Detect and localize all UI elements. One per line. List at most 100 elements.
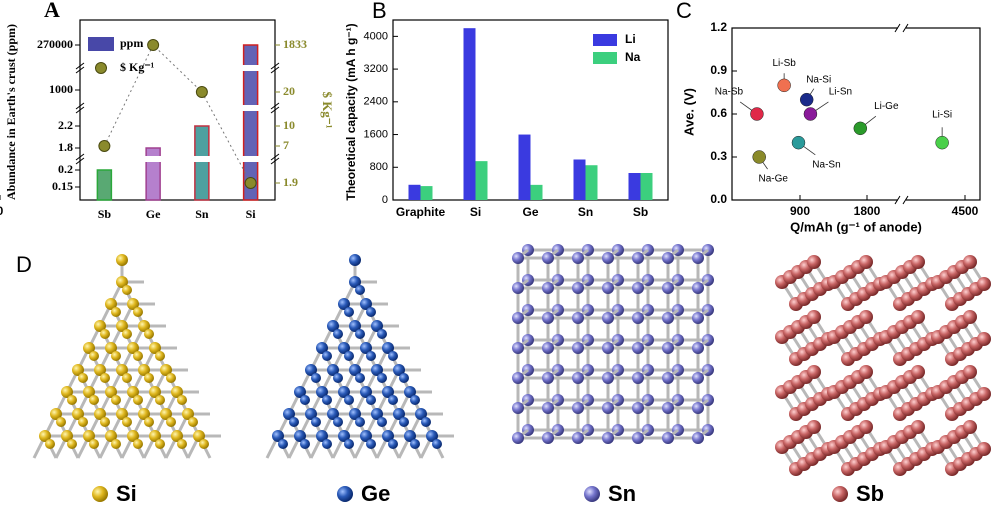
atom <box>344 351 354 361</box>
y-tick-label: 1600 <box>364 128 388 140</box>
atom <box>338 298 350 310</box>
atom <box>294 430 306 442</box>
atom <box>692 252 704 264</box>
atom <box>366 439 376 449</box>
atom <box>692 402 704 414</box>
atom <box>94 408 106 420</box>
atom <box>662 342 674 354</box>
atom <box>45 439 55 449</box>
atom <box>632 342 644 354</box>
atom <box>127 386 139 398</box>
point <box>752 150 766 164</box>
y-axis-label: Theoretical capacity (mA h g⁻¹) <box>344 23 358 200</box>
bar <box>145 147 161 201</box>
bar <box>585 165 598 200</box>
atom <box>89 439 99 449</box>
atom <box>100 373 110 383</box>
x-tick-label: 0 <box>0 204 4 218</box>
point <box>799 92 814 107</box>
atom <box>632 252 644 264</box>
atom <box>50 408 62 420</box>
atom <box>149 342 161 354</box>
legend-label: Li <box>625 32 636 46</box>
atom <box>111 307 121 317</box>
atom <box>67 439 77 449</box>
atom <box>911 310 925 324</box>
atom <box>272 430 284 442</box>
atom <box>542 252 554 264</box>
atom <box>512 252 524 264</box>
atom <box>602 432 614 444</box>
atom <box>327 408 339 420</box>
atom <box>410 395 420 405</box>
atom <box>289 417 299 427</box>
atom <box>327 320 339 332</box>
atom <box>133 307 143 317</box>
point-label: Na-Si <box>806 74 831 85</box>
bar <box>408 184 421 200</box>
y-tick-label: 0.15 <box>52 179 73 193</box>
bar <box>530 184 543 200</box>
atom <box>160 408 172 420</box>
atom <box>111 395 121 405</box>
atom <box>94 364 106 376</box>
atom <box>512 432 524 444</box>
atom <box>977 277 991 291</box>
atom <box>859 365 873 379</box>
price-dot <box>147 39 160 51</box>
atom <box>963 365 977 379</box>
atom <box>542 402 554 414</box>
atom <box>807 310 821 324</box>
atom <box>61 430 73 442</box>
point-label: Li-Ge <box>874 101 899 112</box>
y2-tick-label: 10 <box>283 118 295 132</box>
structure-label: Sb <box>856 481 884 506</box>
atom <box>89 395 99 405</box>
legend-swatch <box>593 52 617 64</box>
panel-b: B 0 800 1600 2400 3200 4000 Theoretical capacit… <box>344 0 669 219</box>
atom <box>963 310 977 324</box>
atom <box>72 408 84 420</box>
atom <box>807 420 821 434</box>
atom <box>149 386 161 398</box>
break-mark <box>75 62 280 74</box>
atom <box>155 351 165 361</box>
atom <box>371 320 383 332</box>
atom <box>371 408 383 420</box>
y2-tick-label: 20 <box>283 84 295 98</box>
point-label: Na-Ge <box>758 174 788 185</box>
atom <box>72 364 84 376</box>
atom <box>692 342 704 354</box>
atom <box>382 430 394 442</box>
point <box>935 135 949 150</box>
y-tick-label: 2400 <box>364 96 388 108</box>
atom <box>105 298 117 310</box>
bar <box>96 169 113 201</box>
price-dot <box>195 86 208 98</box>
atom <box>404 386 416 398</box>
y-tick-label: 0.6 <box>710 106 727 120</box>
bar <box>628 173 641 200</box>
atom <box>512 312 524 324</box>
atom <box>116 408 128 420</box>
axis-break <box>898 24 906 32</box>
atom <box>662 282 674 294</box>
atom <box>602 402 614 414</box>
panel-c: C 0.0 0.3 0.6 0.9 1.2 0 900 1800 4500 Q/mAh (g⁻¹ o… <box>0 0 981 234</box>
point <box>853 121 868 136</box>
break-mark <box>75 102 280 114</box>
point-label: Na-Sn <box>812 159 840 170</box>
atom <box>344 439 354 449</box>
y-tick-label: 1.2 <box>710 20 727 34</box>
atom <box>100 329 110 339</box>
atom <box>316 430 328 442</box>
atom <box>111 439 121 449</box>
point-label: Na-Sb <box>715 87 744 98</box>
x-tick-label: 4500 <box>952 204 979 218</box>
x-tick-label: Sb <box>98 207 112 221</box>
atom <box>193 430 205 442</box>
atom <box>393 364 405 376</box>
x-tick-label: Sn <box>578 205 593 219</box>
atom <box>83 386 95 398</box>
